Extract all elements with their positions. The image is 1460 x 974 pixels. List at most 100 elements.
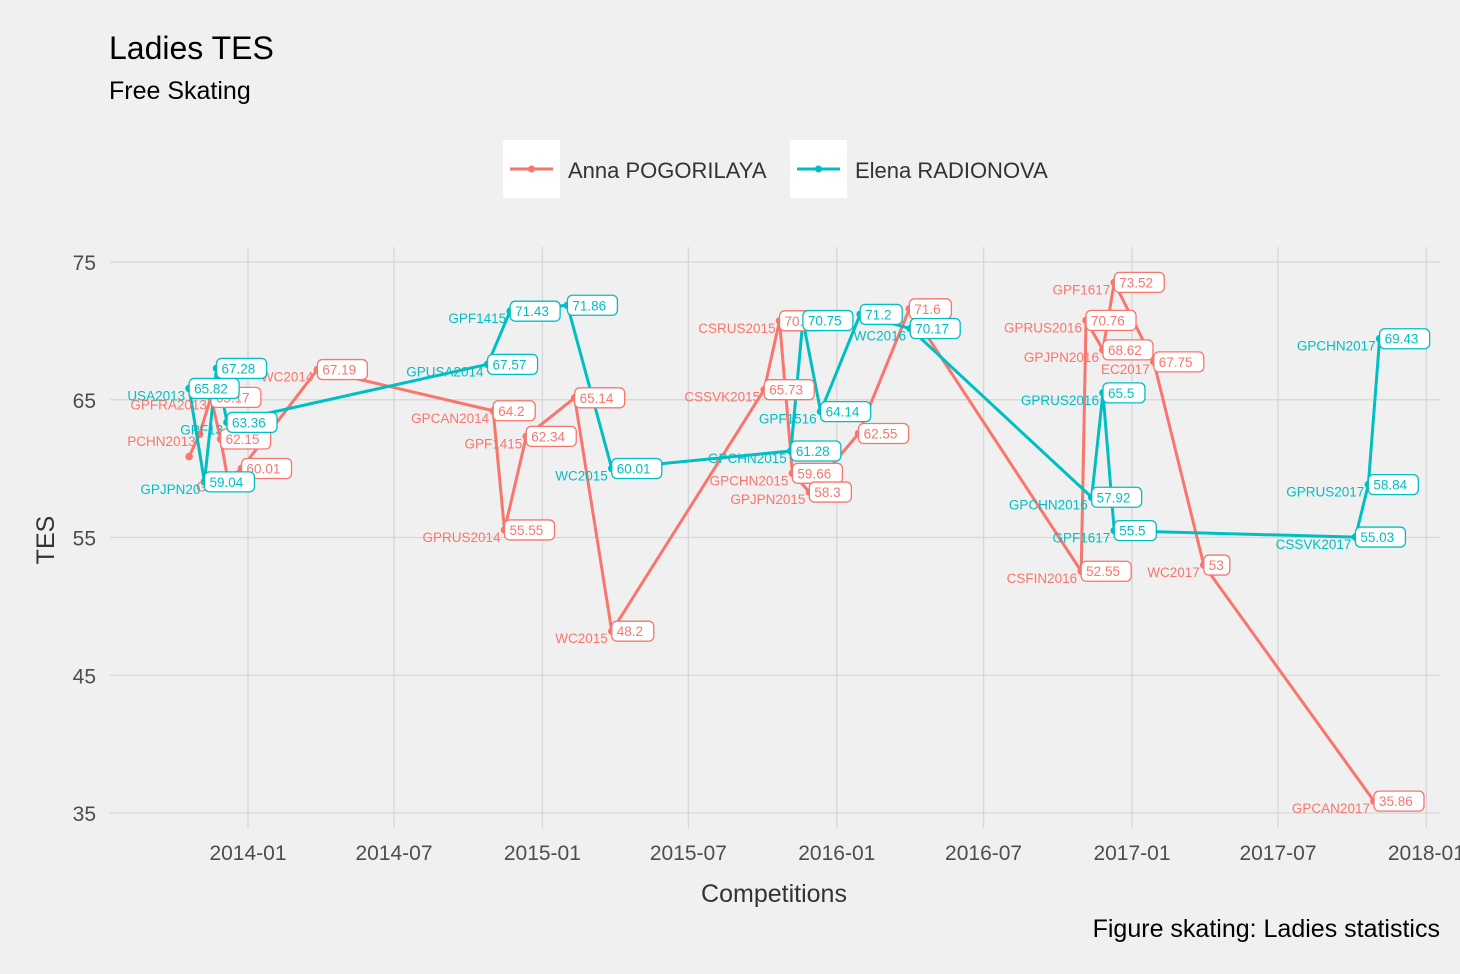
value-label-box-anna [1085,309,1137,332]
value-label-box-anna [1373,790,1425,812]
value-label-box-anna [240,457,293,480]
value-label-elena: 64.14 [826,405,860,420]
value-label-box-elena [611,457,663,480]
data-point-anna [185,452,193,461]
competition-label-elena: CSSVK2017 [1276,537,1352,552]
value-label-anna: 67.75 [1159,355,1193,370]
value-label-anna: 64.2 [498,404,524,419]
competition-label-elena: GPCHN2015 [708,451,787,466]
value-label-elena: 60.01 [617,461,651,476]
value-label-box-elena [226,411,278,433]
value-label-anna: 65.14 [580,391,614,406]
value-label-elena: 63.36 [232,415,266,430]
x-axis-title: Competitions [701,880,847,908]
value-label-box-anna [574,387,626,409]
competition-label-anna: GPF1415 [464,436,522,451]
competition-label-anna: GPCAN2017 [1292,801,1370,816]
value-label-elena: 55.03 [1360,530,1394,545]
competition-label-elena: GPCHN2017 [1297,339,1376,354]
competition-label-anna: WC2015 [555,631,608,646]
value-label-box-elena [859,303,903,325]
value-label-box-anna [1102,339,1154,361]
value-label-anna: 53 [1209,558,1224,573]
x-tick-label: 2015-07 [650,842,727,865]
x-tick-label: 2018-01 [1388,842,1460,865]
value-label-anna: 73.52 [1119,275,1153,290]
value-label-box-anna [763,379,815,401]
competition-label-anna: WC2014 [261,370,314,385]
competition-label-elena: GPCHN2016 [1009,497,1088,512]
value-label-box-anna [525,425,577,448]
competition-label-anna: EC2017 [1101,362,1150,377]
value-label-anna: 55.55 [509,523,543,538]
competition-label-anna: GPJPN2015 [730,492,805,507]
value-label-elena: 61.28 [796,444,830,459]
competition-label-elena: GPRUS2016 [1021,393,1099,408]
axis-tick-labels: 2014-01 2014-07 2015-01 2015-07 2016-01 2016-… [73,252,1460,865]
legend-dot-elena [815,165,822,173]
y-axis-title: TES [32,516,60,565]
y-tick-label: 55 [73,528,96,551]
value-label-anna: 60.01 [247,461,281,476]
competition-label-elena: GPF13 [180,422,223,437]
competition-label-anna: GPF1617 [1052,282,1110,297]
chart-title: Ladies TES [109,30,274,66]
y-tick-label: 45 [73,665,96,688]
x-tick-label: 2016-01 [798,842,875,865]
value-label-box-anna [503,519,556,541]
value-label-anna: 62.55 [864,426,898,441]
x-tick-label: 2017-07 [1239,842,1316,865]
value-label-box-elena [820,400,872,423]
competition-label-elena: GPUSA2014 [406,364,484,379]
value-label-box-elena [1102,382,1146,404]
value-label-anna: 62.34 [531,429,565,444]
value-label-box-anna [1203,554,1231,576]
y-tick-label: 35 [73,803,96,826]
value-label-anna: 62.15 [226,432,260,447]
value-label-box-elena [790,440,842,462]
value-label-box-elena [1367,473,1419,496]
value-label-anna: 65.73 [769,383,803,398]
value-label-box-elena [1378,328,1431,350]
value-label-box-anna [857,422,910,445]
value-label-elena: 59.04 [209,475,243,490]
legend: Anna POGORILAYA Elena RADIONOVA [503,140,1048,198]
value-label-anna: 70.76 [1091,313,1125,328]
value-label-elena: 69.43 [1385,332,1419,347]
value-label-elena: 65.5 [1108,386,1134,401]
value-label-anna: 68.62 [1108,343,1142,358]
value-label-anna: 52.55 [1086,564,1120,579]
value-label-box-elena [909,317,961,340]
competition-label-elena: GPJPN20 [140,482,200,497]
value-label-box-elena [566,294,619,316]
value-label-anna: 67.19 [322,363,356,378]
x-tick-label: 2014-07 [355,842,432,865]
value-label-elena: 67.28 [222,361,256,376]
chart-subtitle: Free Skating [109,77,251,105]
competition-label-anna: CSSVK2015 [684,390,760,405]
competition-label-elena: USA2013 [127,388,185,403]
value-label-box-elena [802,309,854,332]
x-tick-label: 2014-01 [209,842,286,865]
value-label-box-anna [1153,351,1205,373]
competition-label-elena: GPF1516 [759,412,817,427]
value-label-elena: 71.86 [572,298,606,313]
value-label-box-anna [316,358,369,381]
competition-label-anna: CSFIN2016 [1007,571,1078,586]
competition-label-anna: GPRUS2016 [1004,320,1082,335]
y-tick-label: 65 [73,390,96,413]
value-label-box-elena [1113,519,1157,542]
value-label-box-elena [486,353,539,375]
value-label-box-anna [1113,271,1165,294]
value-label-box-anna [492,400,536,422]
value-label-box-elena [1354,526,1407,548]
x-tick-label: 2017-01 [1093,842,1170,865]
value-label-elena: 65.82 [194,381,228,396]
value-label-box-elena [1091,486,1143,508]
value-label-anna: 58.3 [814,485,840,500]
x-tick-label: 2015-01 [504,842,581,865]
competition-label-elena: GPRUS2017 [1286,485,1364,500]
chart-caption: Figure skating: Ladies statistics [1093,915,1440,943]
value-label-anna: 35.86 [1379,794,1413,809]
